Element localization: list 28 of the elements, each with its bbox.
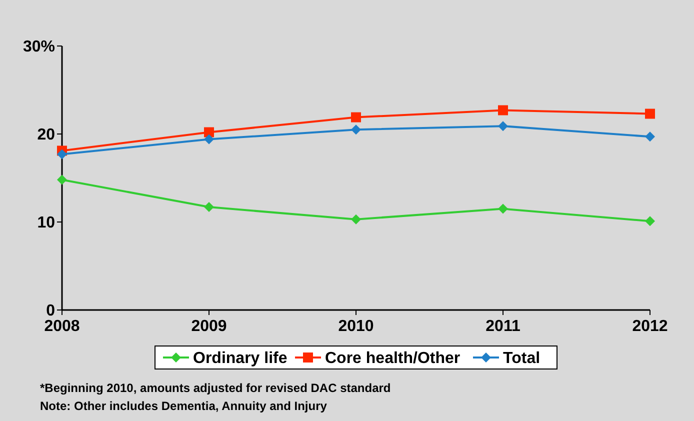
y-tick-label: 20 — [37, 126, 56, 144]
text: *Beginning 2010, amounts adjusted for revised DAC standard — [40, 381, 391, 395]
y-tick-label: 10 — [37, 214, 56, 232]
text: Note: Other includes Dementia, Annuity and Injury — [40, 399, 328, 413]
point — [351, 124, 361, 135]
x-tick-label: 2012 — [632, 318, 668, 335]
legend-label: Ordinary life — [193, 350, 288, 367]
point — [57, 174, 67, 185]
point — [498, 105, 508, 116]
point — [351, 214, 361, 224]
legend-label: Total — [503, 350, 540, 367]
point — [351, 112, 361, 122]
x-tick-label: 2011 — [486, 318, 520, 335]
point — [645, 132, 655, 142]
x-tick-label: 2009 — [191, 318, 227, 335]
point — [645, 108, 655, 119]
point — [204, 202, 214, 212]
x-tick-label: 2010 — [338, 318, 374, 335]
y-tick-label: 30% — [22, 38, 55, 56]
point — [204, 127, 214, 138]
x-tick-label: 2008 — [44, 318, 80, 335]
point — [57, 149, 67, 160]
point — [645, 216, 655, 226]
y-tick-label: 0 — [46, 302, 56, 320]
point — [498, 121, 508, 132]
point — [204, 134, 214, 144]
point — [498, 204, 508, 214]
legend-label: Core health/Other — [325, 350, 460, 367]
